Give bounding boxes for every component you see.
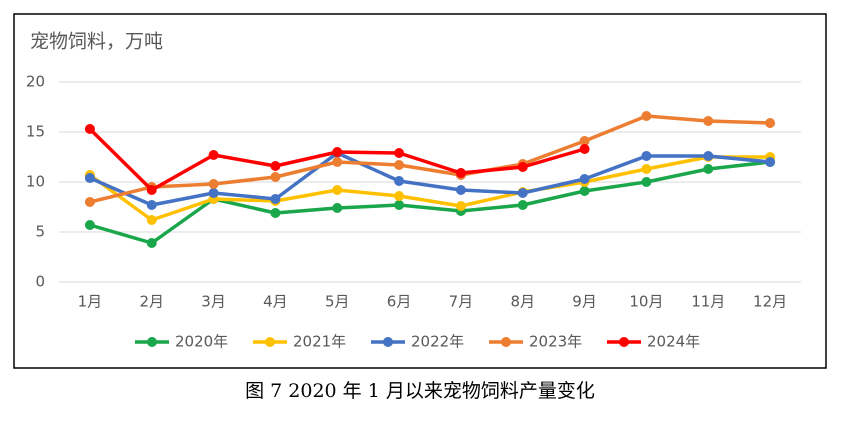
point	[84, 173, 95, 183]
point	[394, 148, 405, 158]
x-tick-label: 5月	[325, 293, 350, 311]
y-tick-label: 10	[26, 173, 45, 191]
chart-title: 宠物饲料，万吨	[30, 31, 163, 53]
point	[146, 238, 157, 248]
point	[641, 164, 652, 174]
point	[455, 185, 466, 195]
chart-frame	[13, 13, 827, 369]
point	[579, 144, 590, 154]
x-tick-label: 10月	[629, 293, 663, 311]
point	[270, 161, 281, 171]
series-line	[89, 151, 771, 207]
y-tick-label: 5	[35, 223, 45, 241]
point	[703, 116, 714, 126]
legend-marker	[619, 337, 629, 347]
legend-label: 2023年	[529, 333, 582, 351]
point	[641, 151, 652, 161]
x-tick-label: 9月	[572, 293, 597, 311]
point	[394, 200, 405, 210]
point	[455, 168, 466, 178]
x-tick-label: 11月	[691, 293, 725, 311]
point	[208, 188, 219, 198]
legend-marker	[501, 337, 511, 347]
point	[703, 164, 714, 174]
point	[394, 176, 405, 186]
caption: 图 7 2020 年 1 月以来宠物饲料产量变化	[245, 380, 595, 402]
point	[394, 191, 405, 201]
point	[146, 215, 157, 225]
x-tick-label: 6月	[387, 293, 412, 311]
point	[579, 174, 590, 184]
x-tick-label: 4月	[263, 293, 288, 311]
point	[208, 179, 219, 189]
point	[703, 151, 714, 161]
point	[765, 157, 776, 167]
point	[208, 150, 219, 160]
point	[146, 185, 157, 195]
legend-label: 2020年	[175, 333, 228, 351]
point	[517, 200, 528, 210]
x-tick-label: 7月	[449, 293, 474, 311]
y-tick-label: 15	[26, 123, 45, 141]
point	[579, 186, 590, 196]
x-tick-label: 8月	[510, 293, 535, 311]
y-tick-label: 20	[26, 73, 45, 91]
legend-marker	[147, 337, 157, 347]
point	[270, 208, 281, 218]
point	[332, 147, 343, 157]
point	[332, 203, 343, 213]
x-tick-label: 2月	[139, 293, 164, 311]
x-tick-label: 1月	[78, 293, 103, 311]
point	[517, 188, 528, 198]
x-tick-label: 12月	[753, 293, 787, 311]
legend-label: 2022年	[411, 333, 464, 351]
series-line	[88, 155, 771, 222]
point	[579, 136, 590, 146]
point	[332, 185, 343, 195]
series-line	[89, 160, 771, 245]
legend-marker	[383, 337, 393, 347]
x-tick-label: 3月	[201, 293, 226, 311]
point	[84, 197, 95, 207]
point	[765, 118, 776, 128]
point	[517, 162, 528, 172]
legend-marker	[265, 337, 275, 347]
point	[332, 157, 343, 167]
y-tick-label: 0	[35, 273, 45, 291]
point	[84, 220, 95, 230]
point	[270, 194, 281, 204]
point	[641, 111, 652, 121]
legend-label: 2021年	[293, 333, 346, 351]
point	[270, 172, 281, 182]
point	[146, 200, 157, 210]
point	[641, 177, 652, 187]
series-line	[89, 114, 771, 204]
point	[84, 124, 95, 134]
point	[455, 201, 466, 211]
point	[394, 160, 405, 170]
legend-label: 2024年	[647, 333, 700, 351]
